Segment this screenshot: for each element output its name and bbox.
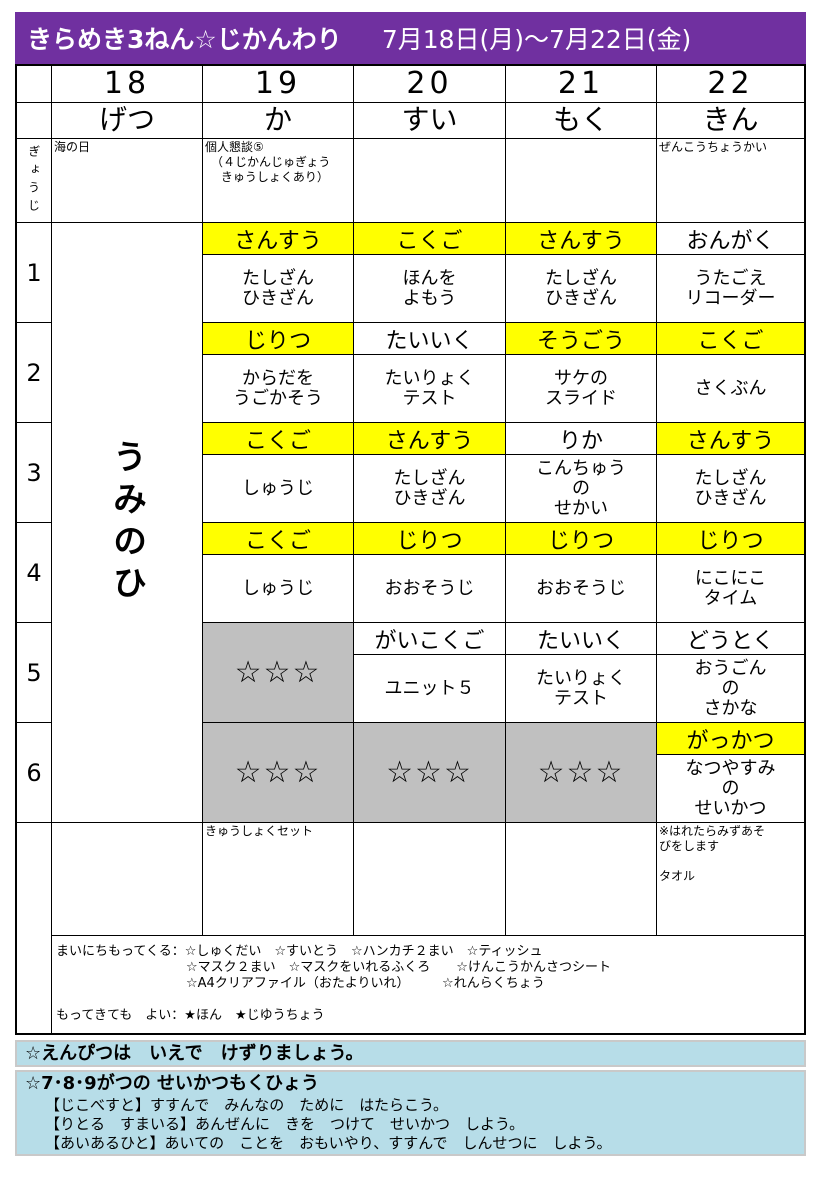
period-number: 5 [17, 623, 52, 723]
period-number: 1 [17, 223, 52, 323]
weekday-cell: もく [506, 103, 657, 139]
period-number: 3 [17, 423, 52, 523]
subject-cell: さんすう [657, 423, 804, 455]
subject-cell: たいいく [506, 623, 657, 655]
subject-cell: こくご [657, 323, 804, 355]
lesson-content-cell: おおそうじ [506, 555, 657, 623]
notes-line: まいにちもってくる：☆しゅくだい ☆すいとう ☆ハンカチ２まい ☆ティッシュ [56, 944, 543, 959]
weekday-cell: か [203, 103, 354, 139]
weekday-cell: すい [354, 103, 506, 139]
subject-cell: さんすう [354, 423, 506, 455]
lesson-content-cell: しゅうじ [203, 555, 354, 623]
notes-line: ☆A4クリアファイル（おたよりいれ） ☆れんらくちょう [56, 976, 545, 991]
lesson-content-cell: ユニット５ [354, 655, 506, 723]
event-cell: ぜんこうちょうかい [657, 139, 804, 223]
subject-cell: さんすう [506, 223, 657, 255]
event-cell: 個人懇談⑤ （４じかんじゅぎょう きゅうしょくあり） [203, 139, 354, 223]
event-cell: 海の日 [52, 139, 203, 223]
notes-cell: まいにちもってくる：☆しゅくだい ☆すいとう ☆ハンカチ２まい ☆ティッシュ ☆… [52, 936, 804, 1034]
lesson-content-cell: しゅうじ [203, 455, 354, 523]
subject-cell: さんすう [203, 223, 354, 255]
page-title: きらめき3ねん☆じかんわり [27, 25, 342, 54]
subject-cell: そうごう [506, 323, 657, 355]
goals-title: ☆7･8･9がつの せいかつもくひょう [25, 1073, 319, 1094]
subject-cell: じりつ [354, 523, 506, 555]
corner-cell [17, 66, 52, 103]
date-cell: 20 [354, 66, 506, 103]
notes-line [56, 992, 800, 1008]
date-range: 7月18日(月)〜7月22日(金) [381, 25, 692, 54]
subject-cell: こくご [203, 423, 354, 455]
event-cell [506, 139, 657, 223]
date-cell: 19 [203, 66, 354, 103]
date-cell: 21 [506, 66, 657, 103]
lesson-content-cell: うたごえ リコーダー [657, 255, 804, 323]
lesson-content-cell: なつやすみ の せいかつ [657, 755, 804, 823]
lesson-content-cell: たしざん ひきざん [203, 255, 354, 323]
event-cell [354, 139, 506, 223]
pencil-notice: ☆えんぴつは いえで けずりましょう。 [15, 1040, 806, 1067]
subject-cell: こくご [354, 223, 506, 255]
event-label: ぎょうじ [17, 139, 52, 223]
subject-cell: りか [506, 423, 657, 455]
belongings-cell [354, 823, 506, 936]
lesson-content-cell: さくぶん [657, 355, 804, 423]
lesson-content-cell: からだを うごかそう [203, 355, 354, 423]
corner-cell [17, 103, 52, 139]
lesson-content-cell: こんちゅう の せかい [506, 455, 657, 523]
period-number: 6 [17, 723, 52, 823]
lesson-content-cell: ほんを よもう [354, 255, 506, 323]
goal-line: 【じこべすと】すすんで みんなの ために はたらこう。 [45, 1096, 449, 1114]
period-number: 4 [17, 523, 52, 623]
belongings-cell [506, 823, 657, 936]
no-class-cell: ☆☆☆ [203, 723, 354, 823]
date-cell: 22 [657, 66, 804, 103]
date-cell: 18 [52, 66, 203, 103]
subject-cell: じりつ [506, 523, 657, 555]
weekday-cell: げつ [52, 103, 203, 139]
lesson-content-cell: サケの スライド [506, 355, 657, 423]
no-class-cell: ☆☆☆ [354, 723, 506, 823]
subject-cell: じりつ [657, 523, 804, 555]
subject-cell: おんがく [657, 223, 804, 255]
left-blank-cell [17, 823, 52, 1034]
lesson-content-cell: おおそうじ [354, 555, 506, 623]
subject-cell: がっかつ [657, 723, 804, 755]
goal-line: 【りとる すまいる】あんぜんに きを つけて せいかつ しよう。 [45, 1115, 525, 1133]
lesson-content-cell: たいりょく テスト [354, 355, 506, 423]
belongings-cell: きゅうしょくセット [203, 823, 354, 936]
lesson-content-cell: たいりょく テスト [506, 655, 657, 723]
subject-cell: がいこくご [354, 623, 506, 655]
no-class-cell: ☆☆☆ [506, 723, 657, 823]
lesson-content-cell: たしざん ひきざん [506, 255, 657, 323]
weekday-cell: きん [657, 103, 804, 139]
goal-line: 【あいあるひと】あいての ことを おもいやり、すすんで しんせつに しよう。 [45, 1134, 612, 1152]
subject-cell: こくご [203, 523, 354, 555]
lesson-content-cell: たしざん ひきざん [657, 455, 804, 523]
belongings-cell [52, 823, 203, 936]
subject-cell: じりつ [203, 323, 354, 355]
monday-holiday-cell: うみのひ [52, 223, 203, 823]
no-class-cell: ☆☆☆ [203, 623, 354, 723]
timetable: ぎょうじ 18 げつ 海の日 19 か個人懇談⑤ （４じかんじゅぎょう きゅうしょくあり）… [15, 64, 806, 1035]
subject-cell: たいいく [354, 323, 506, 355]
lesson-content-cell: にこにこ タイム [657, 555, 804, 623]
notes-line: ☆マスク２まい ☆マスクをいれるふくろ ☆けんこうかんさつシート [56, 960, 611, 975]
lesson-content-cell: たしざん ひきざん [354, 455, 506, 523]
goals-box: ☆7･8･9がつの せいかつもくひょう 【じこべすと】すすんで みんなの ために… [15, 1070, 806, 1156]
lesson-content-cell: おうごん の さかな [657, 655, 804, 723]
title-bar: きらめき3ねん☆じかんわり 7月18日(月)〜7月22日(金) [15, 12, 806, 64]
belongings-cell: ※はれたらみずあそ びをします タオル [657, 823, 804, 936]
period-number: 2 [17, 323, 52, 423]
subject-cell: どうとく [657, 623, 804, 655]
notes-line: もってきても よい：★ほん ★じゆうちょう [56, 1008, 325, 1023]
